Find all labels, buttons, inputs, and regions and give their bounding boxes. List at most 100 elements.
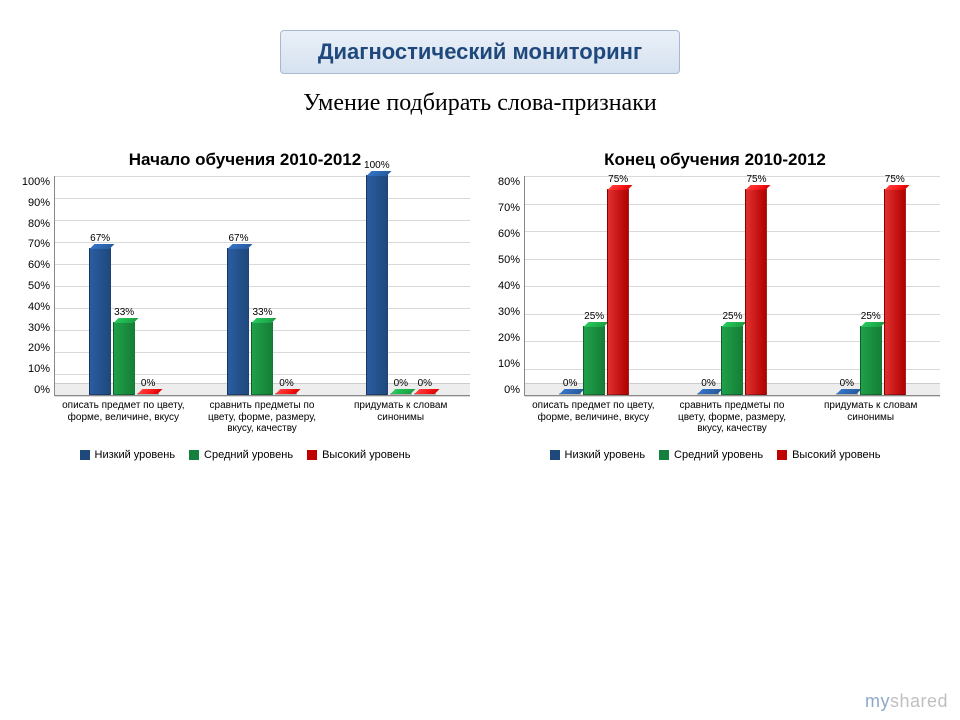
y-tick-label: 30% <box>28 322 50 334</box>
y-tick-label: 70% <box>28 238 50 250</box>
bar-group: 0%25%75% <box>836 189 906 395</box>
bar-value-label: 67% <box>90 233 110 244</box>
chart-title: Начало обучения 2010-2012 <box>20 150 470 170</box>
bar-mid: 25% <box>583 326 605 395</box>
legend-swatch <box>189 450 199 460</box>
legend-item: Средний уровень <box>659 449 763 461</box>
bar-value-label: 0% <box>840 378 854 389</box>
legend-item: Средний уровень <box>189 449 293 461</box>
bar-mid: 0% <box>390 393 412 395</box>
legend-swatch <box>307 450 317 460</box>
bar-high: 0% <box>137 393 159 395</box>
bar-mid: 33% <box>113 322 135 395</box>
bar-value-label: 33% <box>252 307 272 318</box>
legend-item: Низкий уровень <box>550 449 646 461</box>
legend-label: Высокий уровень <box>322 449 410 461</box>
legend-item: Высокий уровень <box>777 449 880 461</box>
page-subtitle: Умение подбирать слова-признаки <box>0 90 960 117</box>
y-tick-label: 100% <box>22 176 50 188</box>
bar-value-label: 0% <box>418 378 432 389</box>
y-tick-label: 50% <box>498 254 520 266</box>
legend-item: Высокий уровень <box>307 449 410 461</box>
bar-low: 100% <box>366 175 388 395</box>
bar-high: 75% <box>607 189 629 395</box>
y-tick-label: 70% <box>498 202 520 214</box>
bar-low: 0% <box>559 393 581 395</box>
bar-value-label: 25% <box>722 311 742 322</box>
bar-low: 0% <box>836 393 858 395</box>
legend-item: Низкий уровень <box>80 449 176 461</box>
legend: Низкий уровень Средний уровень Высокий уро… <box>490 449 940 461</box>
bar-value-label: 0% <box>563 378 577 389</box>
bar-high: 75% <box>745 189 767 395</box>
y-axis: 80% 70% 60% 50% 40% 30% 20% 10% 0% <box>490 176 524 396</box>
bar-group: 67%33%0% <box>89 248 159 395</box>
plot-area: 67%33%0%67%33%0%100%0%0% <box>54 176 470 396</box>
bar-mid: 25% <box>860 326 882 395</box>
legend-label: Средний уровень <box>204 449 293 461</box>
x-tick-label: придумать к словам синонимы <box>801 400 940 435</box>
page-header: Диагностический мониторинг <box>280 30 680 74</box>
x-tick-label: описать предмет по цвету, форме, величин… <box>524 400 663 435</box>
y-tick-label: 30% <box>498 306 520 318</box>
legend-label: Средний уровень <box>674 449 763 461</box>
bar-value-label: 0% <box>279 378 293 389</box>
y-axis: 100% 90% 80% 70% 60% 50% 40% 30% 20% 10% 0% <box>20 176 54 396</box>
legend: Низкий уровень Средний уровень Высокий уро… <box>20 449 470 461</box>
y-tick-label: 90% <box>28 197 50 209</box>
y-tick-label: 0% <box>34 384 50 396</box>
y-tick-label: 20% <box>28 342 50 354</box>
y-tick-label: 60% <box>28 259 50 271</box>
y-tick-label: 40% <box>28 301 50 313</box>
chart: Конец обучения 2010-2012 80% 70% 60% 50% 40% 3… <box>490 150 940 461</box>
y-tick-label: 0% <box>504 384 520 396</box>
bar-high: 0% <box>275 393 297 395</box>
bar-mid: 33% <box>251 322 273 395</box>
legend-swatch <box>550 450 560 460</box>
y-tick-label: 10% <box>28 363 50 375</box>
x-tick-label: сравнить предметы по цвету, форме, разме… <box>193 400 332 435</box>
bar-group: 67%33%0% <box>227 248 297 395</box>
bar-low: 67% <box>227 248 249 395</box>
chart: Начало обучения 2010-2012 100% 90% 80% 70% 60… <box>20 150 470 461</box>
bar-value-label: 75% <box>885 174 905 185</box>
x-axis: описать предмет по цвету, форме, величин… <box>524 400 940 435</box>
watermark-text: shared <box>890 691 948 711</box>
y-tick-label: 50% <box>28 280 50 292</box>
charts-container: Начало обучения 2010-2012 100% 90% 80% 70% 60… <box>20 150 940 461</box>
legend-swatch <box>80 450 90 460</box>
bar-value-label: 75% <box>608 174 628 185</box>
bar-value-label: 33% <box>114 307 134 318</box>
watermark: myshared <box>865 691 948 712</box>
y-tick-label: 20% <box>498 332 520 344</box>
y-tick-label: 60% <box>498 228 520 240</box>
bar-value-label: 0% <box>141 378 155 389</box>
legend-swatch <box>777 450 787 460</box>
bar-low: 67% <box>89 248 111 395</box>
watermark-brand: my <box>865 691 890 711</box>
bar-group: 100%0%0% <box>366 175 436 395</box>
bar-value-label: 0% <box>701 378 715 389</box>
bar-value-label: 0% <box>394 378 408 389</box>
plot-area: 0%25%75%0%25%75%0%25%75% <box>524 176 940 396</box>
bar-high: 75% <box>884 189 906 395</box>
x-tick-label: придумать к словам синонимы <box>331 400 470 435</box>
bar-group: 0%25%75% <box>559 189 629 395</box>
y-tick-label: 40% <box>498 280 520 292</box>
y-tick-label: 10% <box>498 358 520 370</box>
bar-group: 0% 25%75% <box>697 189 767 395</box>
legend-label: Низкий уровень <box>95 449 176 461</box>
legend-label: Высокий уровень <box>792 449 880 461</box>
y-tick-label: 80% <box>498 176 520 188</box>
bar-value-label: 75% <box>746 174 766 185</box>
x-axis: описать предмет по цвету, форме, величин… <box>54 400 470 435</box>
chart-title: Конец обучения 2010-2012 <box>490 150 940 170</box>
bar-value-label: 25% <box>584 311 604 322</box>
legend-swatch <box>659 450 669 460</box>
bar-value-label: 25% <box>861 311 881 322</box>
legend-label: Низкий уровень <box>565 449 646 461</box>
bar-low: 0% <box>697 393 719 395</box>
x-tick-label: сравнить предметы по цвету, форме, разме… <box>663 400 802 435</box>
y-tick-label: 80% <box>28 218 50 230</box>
x-tick-label: описать предмет по цвету, форме, величин… <box>54 400 193 435</box>
